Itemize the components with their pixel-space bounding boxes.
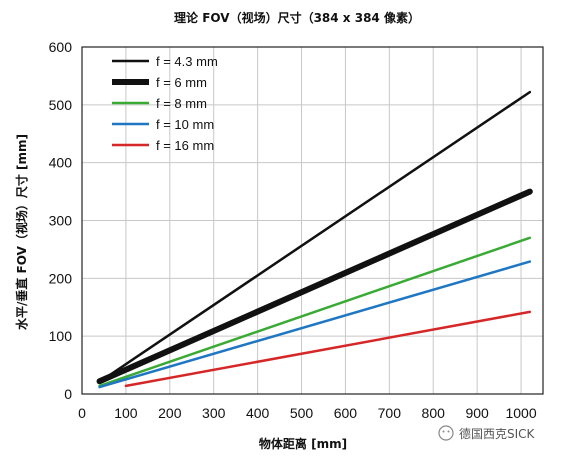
wechat-icon: [438, 425, 454, 441]
legend-label-0: f = 4.3 mm: [156, 54, 218, 69]
y-tick-label-5: 500: [49, 97, 73, 113]
watermark-text: 德国西克SICK: [459, 426, 536, 441]
y-tick-label-0: 0: [64, 386, 72, 402]
x-tick-label-7: 700: [378, 405, 402, 421]
x-tick-label-3: 300: [202, 405, 226, 421]
watermark: 德国西克SICK: [438, 425, 536, 441]
legend-label-3: f = 10 mm: [156, 117, 214, 132]
wechat-icon-dot-left: [442, 430, 445, 433]
x-tick-label-8: 800: [422, 405, 446, 421]
y-tick-labels: 0 100 200 300 400 500 600: [49, 39, 73, 402]
wechat-icon-dot-right: [447, 430, 450, 433]
legend-label-2: f = 8 mm: [156, 96, 207, 111]
x-tick-label-5: 500: [290, 405, 314, 421]
y-axis-label: 水平/垂直 FOV（视场）尺寸 [mm]: [14, 134, 29, 330]
y-tick-label-1: 100: [49, 328, 73, 344]
x-tick-labels: 0 100 200 300 400 500 600 700 800 900 1000: [78, 405, 537, 421]
legend: f = 4.3 mm f = 6 mm f = 8 mm f = 10 mm f = 1…: [112, 54, 218, 153]
x-tick-label-2: 200: [158, 405, 182, 421]
legend-label-4: f = 16 mm: [156, 138, 214, 153]
x-tick-label-6: 600: [334, 405, 358, 421]
y-tick-label-3: 300: [49, 213, 73, 229]
x-tick-label-1: 100: [114, 405, 138, 421]
plot-frame: [81, 46, 544, 395]
x-tick-label-10: 1000: [505, 405, 536, 421]
x-tick-label-0: 0: [78, 405, 86, 421]
grid-lines: [81, 46, 544, 395]
series-line-1: [96, 188, 533, 385]
series-lines: [96, 90, 533, 389]
y-tick-label-2: 200: [49, 270, 73, 286]
series-line-4: [124, 310, 532, 388]
series-line-3: [98, 260, 532, 389]
legend-label-1: f = 6 mm: [156, 75, 207, 90]
x-tick-label-4: 400: [246, 405, 270, 421]
series-line-2: [98, 236, 532, 388]
y-tick-label-4: 400: [49, 155, 73, 171]
x-axis-label: 物体距离 [mm]: [259, 436, 347, 451]
series-line-0: [98, 90, 532, 384]
x-tick-label-9: 900: [465, 405, 489, 421]
chart-title: 理论 FOV（视场）尺寸（384 x 384 像素）: [174, 10, 420, 25]
y-tick-label-6: 600: [49, 39, 73, 55]
